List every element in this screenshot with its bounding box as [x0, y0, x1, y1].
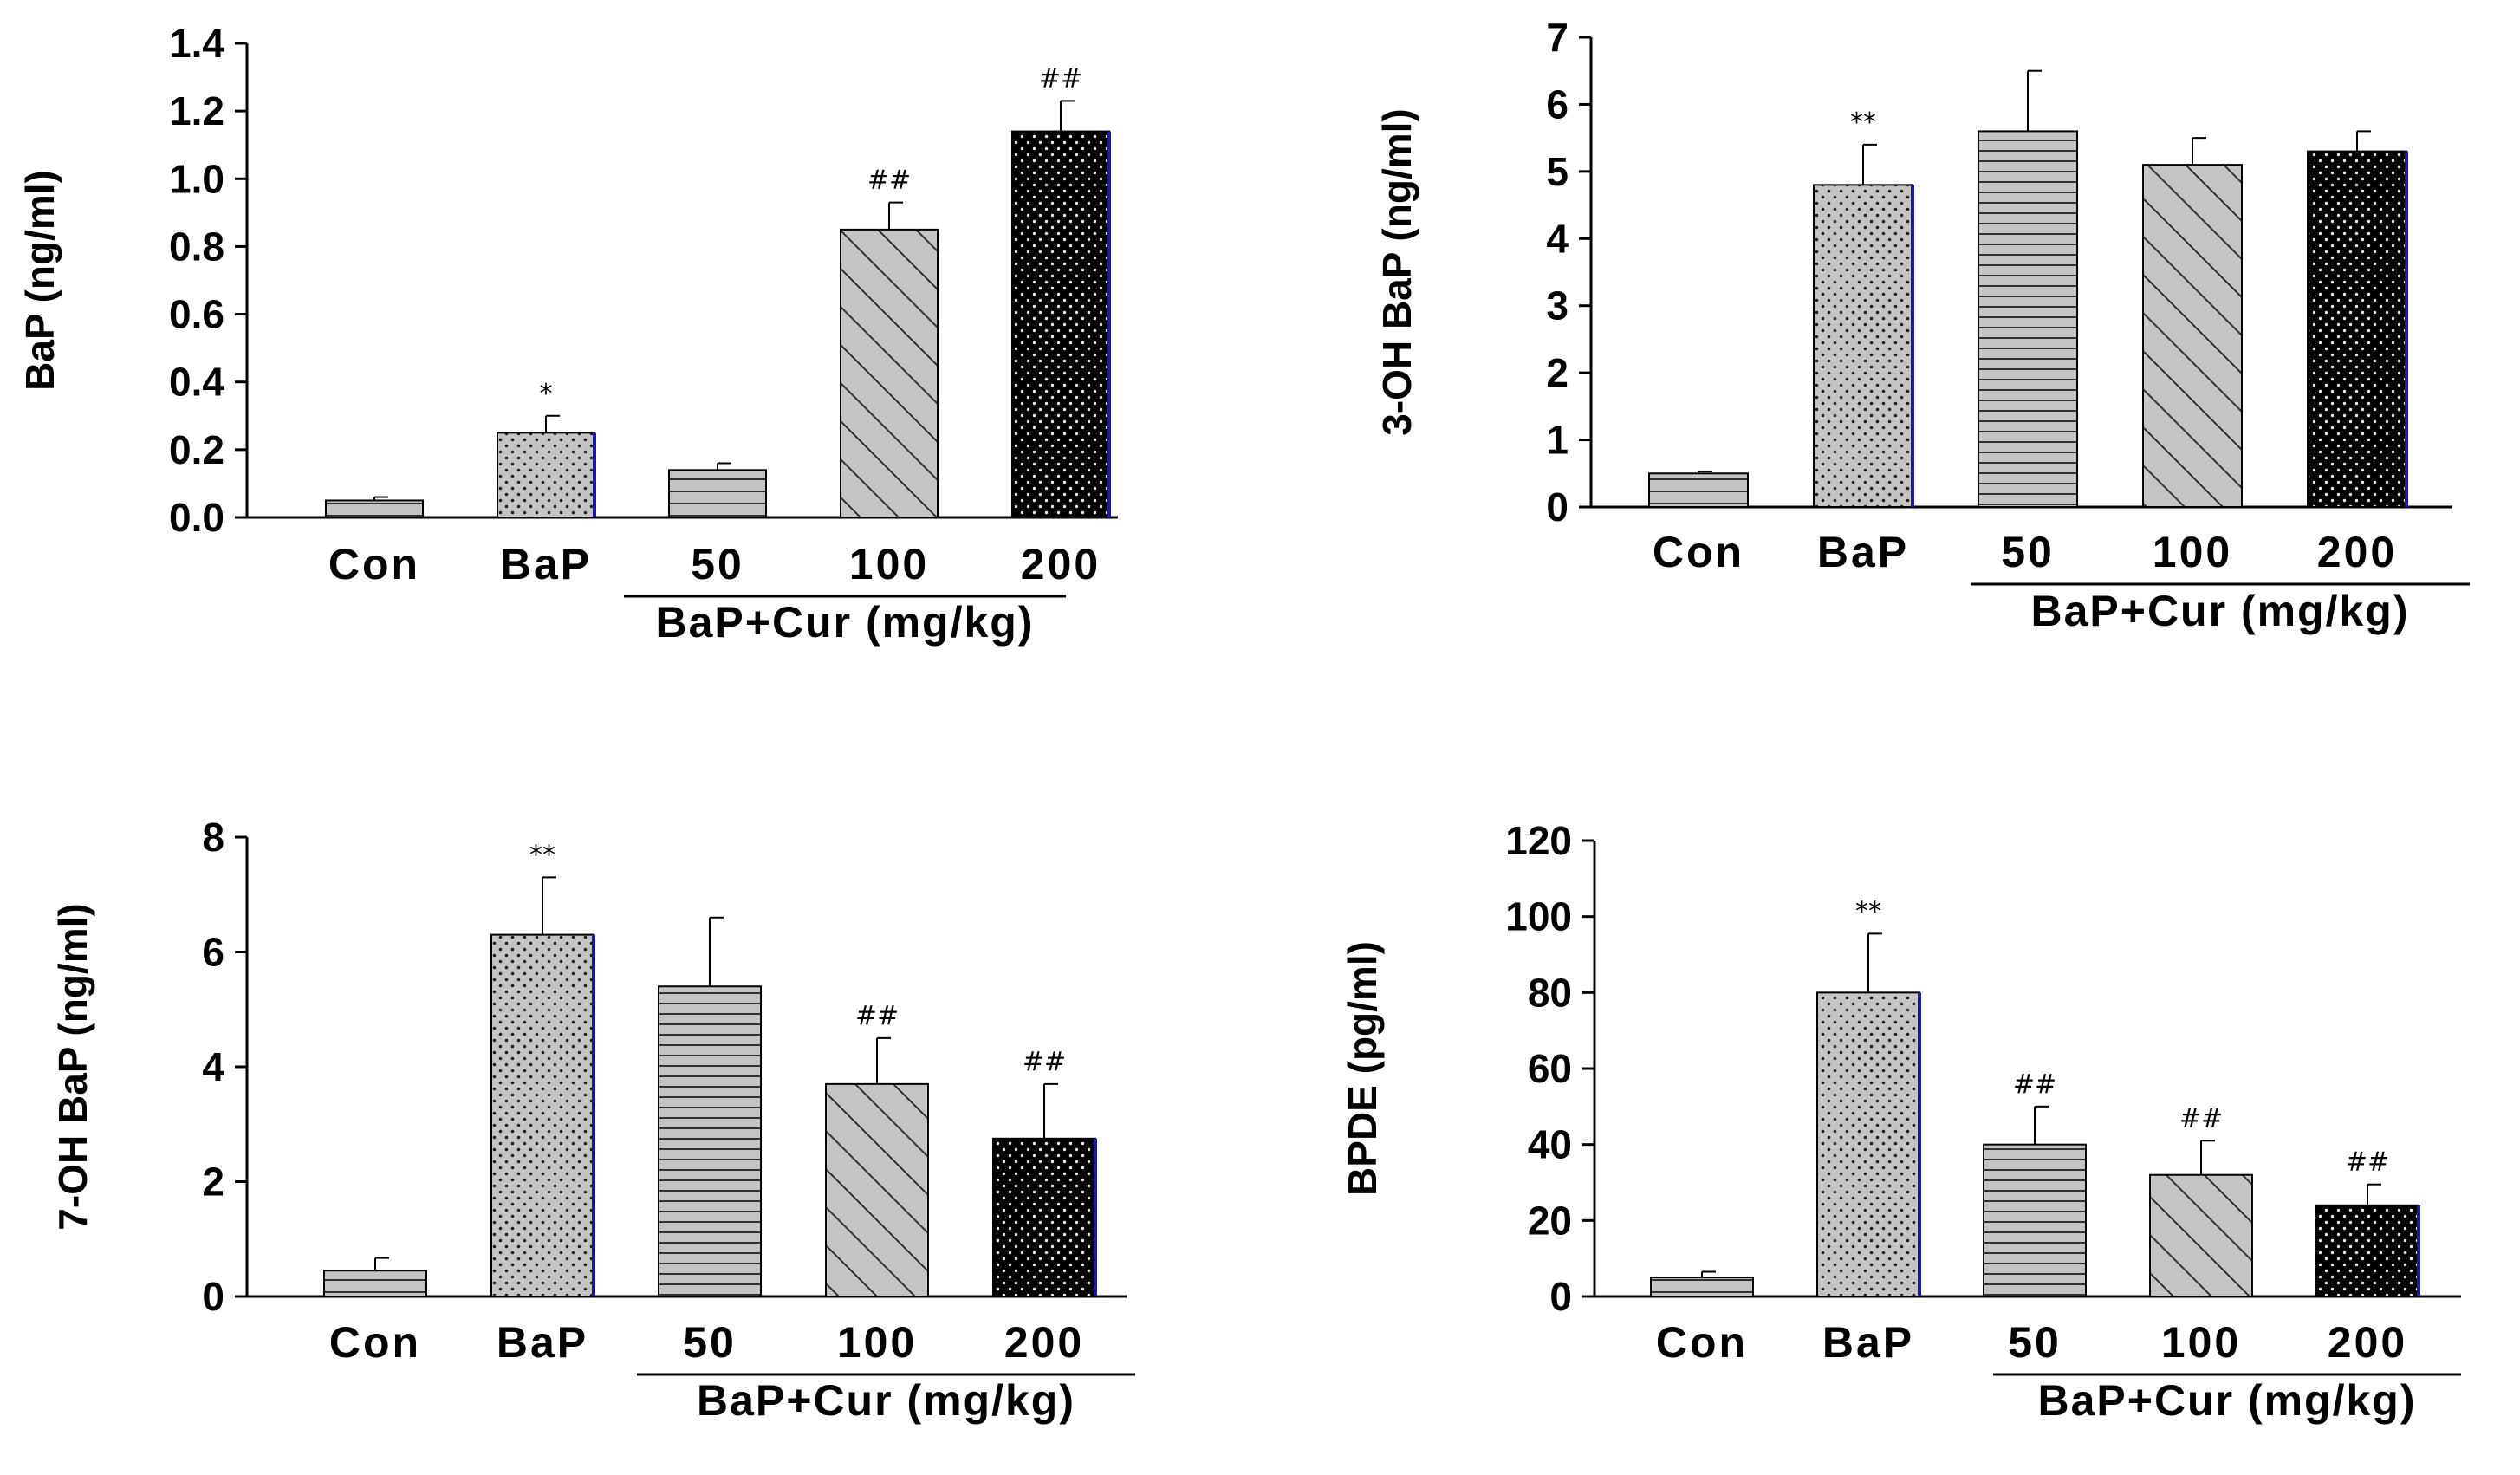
bar-50: [668, 469, 767, 518]
group-label: BaP+Cur (mg/kg): [2030, 587, 2409, 635]
bar-200: [2315, 1204, 2419, 1298]
bar-bap: [490, 933, 594, 1297]
bar-bap: [497, 432, 595, 519]
significance-marker: **: [1850, 107, 1876, 138]
y-axis-label: 7-OH BaP (ng/ml): [50, 903, 95, 1230]
bar-200: [992, 1137, 1096, 1297]
y-axis-label: BaP (ng/ml): [17, 170, 62, 391]
x-tick-label: BaP: [497, 1318, 588, 1367]
bar-con: [325, 499, 424, 519]
x-tick-label: 200: [2317, 528, 2397, 576]
y-tick-label: 0.0: [169, 495, 224, 540]
x-tick-label: Con: [328, 540, 420, 588]
significance-marker: **: [529, 840, 555, 870]
y-tick-label: 1.4: [169, 21, 224, 66]
bar-con: [1650, 1277, 1754, 1298]
y-tick-label: 120: [1505, 818, 1572, 863]
y-tick-label: 80: [1528, 970, 1572, 1015]
x-tick-label: 50: [683, 1318, 737, 1367]
y-tick-label: 0.4: [169, 360, 224, 405]
group-label: BaP+Cur (mg/kg): [2037, 1376, 2416, 1425]
x-tick-label: 50: [691, 540, 744, 588]
y-axis-label: BPDE (pg/ml): [1340, 941, 1385, 1196]
x-tick-label: Con: [1653, 528, 1744, 576]
bar-100: [2142, 164, 2243, 508]
significance-marker: ##: [2179, 1103, 2223, 1134]
y-tick-label: 1: [1546, 418, 1569, 463]
significance-marker: *: [540, 379, 553, 409]
y-tick-label: 2: [1546, 350, 1569, 395]
bar-50: [658, 985, 762, 1297]
y-tick-label: 6: [202, 930, 224, 975]
x-tick-label: 200: [2328, 1318, 2407, 1367]
x-tick-label: BaP: [1822, 1318, 1914, 1367]
x-tick-label: 100: [2153, 528, 2232, 576]
y-tick-label: 0.6: [169, 292, 224, 337]
y-tick-label: 0: [1546, 484, 1569, 530]
x-tick-label: 100: [849, 540, 929, 588]
significance-marker: ##: [2013, 1069, 2056, 1100]
x-tick-label: 200: [1004, 1318, 1084, 1367]
y-tick-label: 40: [1528, 1122, 1572, 1167]
significance-marker: **: [1855, 896, 1881, 926]
y-tick-label: 7: [1546, 15, 1569, 60]
bar-bap: [1816, 991, 1920, 1298]
y-axis-label: 3-OH BaP (ng/ml): [1374, 108, 1419, 435]
chart-panel-bottom-right: 0 20 40 60 80 100 120 BPDE (pg/ml) Con ** BaP ## 50 #…: [1340, 818, 2461, 1425]
x-tick-label: Con: [1656, 1318, 1748, 1367]
significance-marker: ##: [855, 1001, 899, 1031]
bar-bap: [1813, 184, 1913, 508]
x-tick-label: 100: [837, 1318, 917, 1367]
y-tick-label: 4: [1546, 216, 1569, 261]
bar-200: [2307, 150, 2407, 508]
significance-marker: ##: [1023, 1047, 1066, 1077]
y-tick-label: 0: [1549, 1274, 1572, 1319]
bar-100: [825, 1082, 929, 1297]
x-tick-label: 100: [2161, 1318, 2241, 1367]
y-tick-label: 0.8: [169, 224, 224, 269]
bar-100: [840, 228, 939, 518]
x-tick-label: Con: [329, 1318, 421, 1367]
y-tick-label: 0: [202, 1274, 224, 1319]
x-tick-label: 50: [2008, 1318, 2062, 1367]
y-tick-label: 0.2: [169, 427, 224, 472]
y-tick-label: 3: [1546, 283, 1569, 328]
chart-panel-top-left: 0.0 0.2 0.4 0.6 0.8 1.0 1.2 1.4 BaP (ng/ml) Con * B…: [17, 21, 1118, 647]
significance-marker: ##: [867, 166, 911, 196]
bar-200: [1011, 130, 1110, 518]
group-label: BaP+Cur (mg/kg): [655, 598, 1034, 647]
chart-panels: 0.0 0.2 0.4 0.6 0.8 1.0 1.2 1.4 BaP (ng/ml) Con * B…: [17, 15, 2470, 1425]
bar-100: [2149, 1173, 2253, 1297]
y-tick-label: 100: [1505, 894, 1572, 939]
y-tick-label: 20: [1528, 1198, 1572, 1243]
y-tick-label: 2: [202, 1160, 224, 1205]
y-tick-label: 60: [1528, 1046, 1572, 1091]
significance-marker: ##: [1039, 63, 1082, 94]
x-tick-label: 50: [2001, 528, 2055, 576]
x-tick-label: BaP: [1817, 528, 1909, 576]
chart-panel-bottom-left: 0 2 4 6 8 7-OH BaP (ng/ml) Con ** BaP 50 ## 100 ## 20…: [50, 815, 1135, 1425]
y-tick-label: 5: [1546, 149, 1569, 194]
y-tick-label: 6: [1546, 81, 1569, 127]
x-tick-label: 200: [1021, 540, 1101, 588]
bar-50: [1978, 130, 2078, 508]
y-tick-label: 8: [202, 815, 224, 860]
chart-panel-top-right: 0 1 2 3 4 5 6 7 3-OH BaP (ng/ml) Con ** BaP 50 100 200…: [1374, 15, 2470, 635]
significance-marker: ##: [2346, 1147, 2389, 1178]
y-tick-label: 4: [202, 1044, 224, 1089]
y-tick-label: 1.0: [169, 156, 224, 201]
group-label: BaP+Cur (mg/kg): [697, 1376, 1075, 1425]
bar-con: [323, 1270, 427, 1297]
y-tick-label: 1.2: [169, 88, 224, 133]
bar-50: [1983, 1143, 2087, 1297]
x-tick-label: BaP: [500, 540, 592, 588]
bar-con: [1648, 472, 1749, 508]
